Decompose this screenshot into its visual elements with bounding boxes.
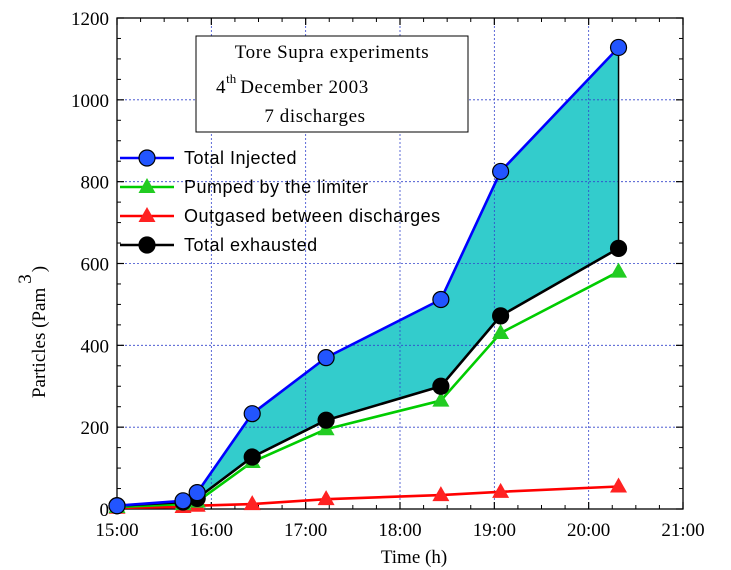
fill-between-area <box>117 47 619 506</box>
data-point <box>492 162 510 181</box>
legend-label: Outgased between discharges <box>184 206 441 226</box>
legend-label: Total Injected <box>184 148 297 168</box>
annotation-frame <box>195 35 469 133</box>
y-axis-title: Particles (Pam 3) <box>15 266 50 398</box>
x-tick-label: 19:00 <box>473 520 516 541</box>
legend-item: Total exhausted <box>120 235 318 255</box>
data-point <box>188 484 206 502</box>
annotation-line3: 7 discharges <box>264 106 365 127</box>
data-point <box>609 38 628 57</box>
y-tick-label: 800 <box>81 173 110 194</box>
data-point <box>610 262 628 278</box>
y-axis-title-main: Particles (Pam <box>29 288 50 399</box>
series-total-injected <box>108 38 628 515</box>
x-tick-label: 16:00 <box>190 520 233 541</box>
data-point <box>317 490 335 506</box>
y-axis-title-sup: 3 <box>15 274 36 284</box>
data-point <box>432 486 450 502</box>
x-axis-title: Time (h) <box>381 547 447 568</box>
annotation-day: 4 <box>216 77 226 98</box>
data-point <box>138 149 156 167</box>
data-point <box>609 239 628 257</box>
data-point <box>138 178 156 193</box>
annotation-line2: 4th December 2003 <box>216 71 369 98</box>
data-point <box>610 477 628 493</box>
y-tick-label: 1000 <box>71 91 109 112</box>
annotation-day-suffix: th <box>226 71 237 86</box>
data-point <box>243 495 261 511</box>
y-tick-label: 200 <box>81 418 110 439</box>
y-tick-label: 600 <box>81 255 110 276</box>
data-point <box>138 236 156 254</box>
legend-item: Total Injected <box>120 148 297 168</box>
data-point <box>432 391 450 407</box>
y-tick-label: 1200 <box>71 9 109 30</box>
data-point <box>492 324 510 340</box>
x-tick-label: 20:00 <box>567 520 610 541</box>
y-tick-label: 400 <box>81 336 110 357</box>
legend-label: Pumped by the limiter <box>184 177 369 197</box>
annotation-line1: Tore Supra experiments <box>235 42 429 63</box>
data-point <box>492 307 510 325</box>
data-point <box>243 448 261 466</box>
annotation-date: December 2003 <box>240 77 369 98</box>
legend-label: Total exhausted <box>184 235 318 255</box>
x-tick-label: 15:00 <box>95 520 138 541</box>
x-tick-label: 17:00 <box>284 520 327 541</box>
data-point <box>243 405 261 423</box>
legend: Total Injected Pumped by the limiter Outga… <box>120 148 441 255</box>
data-point <box>492 482 510 498</box>
data-point <box>317 349 335 367</box>
data-point <box>432 377 450 395</box>
y-tick-label: 0 <box>100 500 110 521</box>
data-point <box>317 411 335 429</box>
annotation-box: Tore Supra experiments 4th December 2003 … <box>195 35 469 133</box>
x-tick-label: 18:00 <box>378 520 421 541</box>
data-point <box>138 207 156 222</box>
data-point <box>432 290 450 309</box>
x-tick-label: 21:00 <box>661 520 704 541</box>
data-point <box>174 492 192 510</box>
legend-item: Outgased between discharges <box>120 206 441 226</box>
data-point <box>108 497 126 515</box>
y-axis-title-close: ) <box>29 266 50 272</box>
legend-item: Pumped by the limiter <box>120 177 369 197</box>
